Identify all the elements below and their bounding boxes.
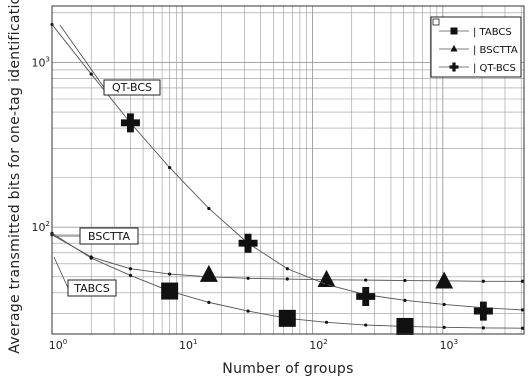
annotation-tabcs: TABCS [53, 256, 117, 297]
data-point [285, 267, 289, 271]
data-point [89, 72, 93, 76]
data-point [442, 302, 446, 307]
legend-marker [449, 62, 459, 72]
data-point [168, 272, 172, 276]
annotation-label: TABCS [73, 282, 109, 295]
data-point [285, 277, 289, 281]
series-marker [120, 113, 140, 133]
data-point [246, 276, 250, 280]
x-tick-label: 100 [49, 338, 67, 352]
data-point [89, 255, 93, 259]
data-point [364, 278, 368, 282]
data-point [128, 273, 133, 278]
data-point [403, 298, 407, 302]
legend-label: | QT-BCS [473, 63, 516, 74]
data-point [481, 326, 485, 330]
series-qtbcs [50, 22, 525, 321]
x-tick-label: 101 [179, 338, 197, 352]
data-point [481, 279, 485, 283]
legend: | TABCS | BSCTTA | QT-BCS [430, 16, 522, 78]
series-marker [356, 286, 376, 306]
legend-marker [450, 44, 458, 52]
data-point [207, 206, 211, 211]
data-point [324, 282, 329, 286]
series-marker [435, 271, 454, 289]
annotation-box [67, 279, 117, 297]
data-point [520, 279, 525, 283]
tick-labels: 100 101 102 103 102 103 [32, 55, 459, 352]
annotation-qt-bcs: QT-BCS [59, 24, 161, 96]
y-tick-label: 103 [32, 55, 50, 69]
series-marker [199, 264, 218, 282]
data-point [324, 320, 329, 324]
legend-label: | BSCTTA [473, 45, 518, 56]
series-bsctta [50, 233, 525, 289]
series-marker [473, 301, 493, 321]
data-point [128, 267, 133, 271]
x-axis-title: Number of groups [222, 361, 353, 377]
y-axis-title: Average transmitted bits for one-tag ide… [7, 0, 23, 354]
annotation-box [103, 79, 161, 96]
data-point [168, 166, 172, 170]
plot-frame [51, 5, 525, 335]
data-point [520, 308, 525, 312]
data-point [207, 300, 211, 304]
legend-marker [450, 27, 458, 35]
series-marker [161, 282, 179, 300]
annotation-label: BSCTTA [88, 230, 130, 243]
series-marker [396, 317, 414, 335]
x-tick-label: 102 [309, 338, 327, 352]
series-layer [50, 22, 525, 335]
series-marker [238, 233, 258, 253]
data-point [403, 278, 407, 283]
annotation-leader [59, 24, 105, 88]
annotation-bsctta: BSCTTA [54, 227, 139, 245]
series-marker [278, 309, 296, 327]
y-tick-label: 102 [32, 220, 50, 234]
series-tabcs [50, 231, 525, 335]
annotation-label: QT-BCS [112, 81, 152, 94]
annotation-leader [53, 256, 69, 289]
data-point [442, 325, 446, 329]
x-tick-label: 103 [440, 338, 458, 352]
data-point [364, 323, 368, 327]
annotation-box [79, 227, 139, 245]
annotations: QT-BCS BSCTTA TABCS [53, 24, 161, 297]
legend-corner-icon [432, 18, 440, 26]
legend-label: | TABCS [473, 27, 512, 38]
data-point [246, 309, 250, 313]
data-point [520, 326, 525, 330]
